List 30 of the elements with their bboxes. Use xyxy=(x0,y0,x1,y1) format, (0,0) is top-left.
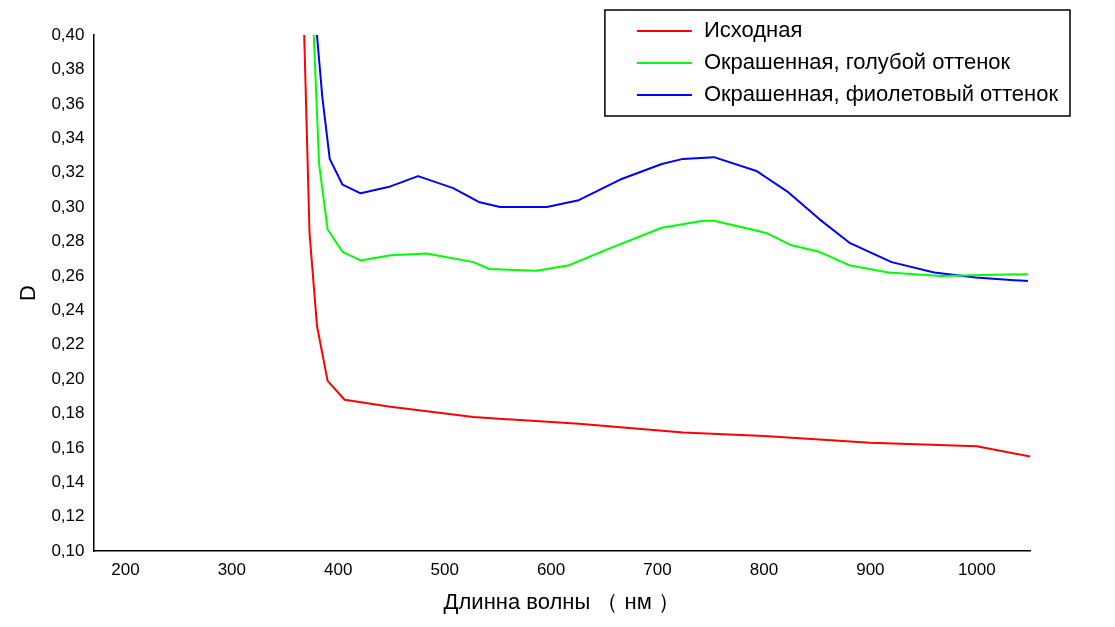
y-axis-title: D xyxy=(15,285,41,302)
y-tick-label: 0,18 xyxy=(51,403,85,423)
x-tick-label: 400 xyxy=(324,560,353,580)
y-tick-label: 0,34 xyxy=(51,127,85,147)
x-axis-title: Длинна волны （ нм ） xyxy=(443,588,680,614)
x-tick-label: 600 xyxy=(536,560,566,580)
y-tick-label: 0,26 xyxy=(51,265,85,285)
y-tick-label: 0,20 xyxy=(51,368,85,388)
x-tick-label: 500 xyxy=(430,560,459,580)
y-tick-label: 0,32 xyxy=(51,162,85,182)
y-tick-label: 0,40 xyxy=(51,24,85,44)
y-tick-label: 0,12 xyxy=(51,506,85,526)
y-tick-label: 0,22 xyxy=(51,334,85,354)
legend-label: Окрашенная, голубой оттенок xyxy=(703,49,1011,75)
x-tick-label: 200 xyxy=(111,560,140,580)
y-tick-label: 0,36 xyxy=(51,93,85,113)
y-tick-label: 0,38 xyxy=(51,59,85,79)
x-tick-label: 1000 xyxy=(957,560,996,580)
y-tick-label: 0,28 xyxy=(51,231,85,251)
y-tick-label: 0,16 xyxy=(51,437,85,457)
x-tick-label: 800 xyxy=(749,560,779,580)
legend-label: Исходная xyxy=(703,17,803,43)
x-tick-label: 300 xyxy=(217,560,247,580)
y-tick-label: 0,24 xyxy=(51,299,85,319)
x-tick-label: 900 xyxy=(856,560,885,580)
y-tick-label: 0,30 xyxy=(51,196,85,216)
y-tick-label: 0,14 xyxy=(51,472,85,492)
x-tick-label: 700 xyxy=(643,560,672,580)
legend-label: Окрашенная, фиолетовый оттенок xyxy=(703,81,1059,107)
y-tick-label: 0,10 xyxy=(51,540,85,560)
